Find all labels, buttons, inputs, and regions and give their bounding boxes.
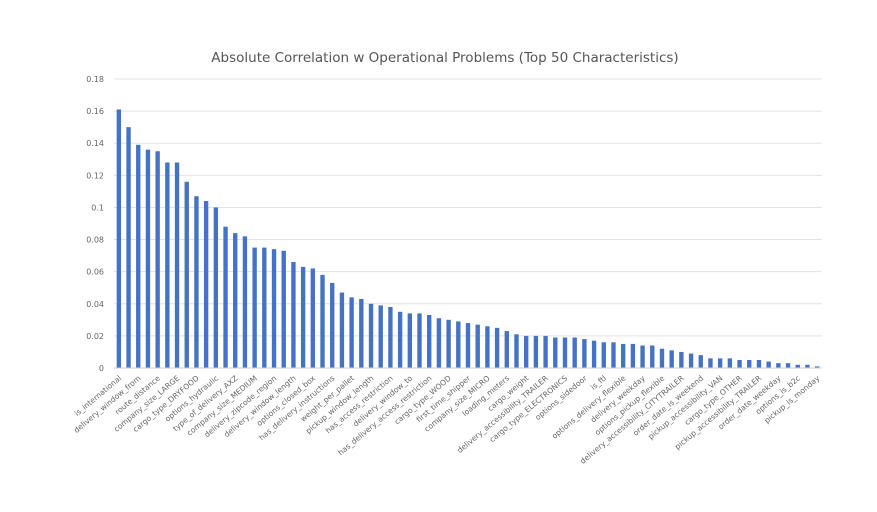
y-tick-label: 0.16 — [86, 107, 104, 116]
bar — [126, 127, 131, 369]
bar — [427, 315, 432, 368]
bar — [795, 364, 800, 368]
bar — [562, 337, 568, 368]
bar — [717, 358, 723, 368]
bar — [213, 207, 219, 368]
bar — [698, 355, 703, 368]
bar — [330, 282, 335, 368]
bar — [805, 364, 810, 368]
bar — [136, 144, 141, 368]
bar — [310, 268, 316, 368]
bar — [359, 298, 364, 368]
bar — [165, 162, 170, 368]
bar — [727, 358, 733, 368]
bar — [582, 339, 587, 368]
bar — [300, 266, 306, 368]
bar — [397, 311, 403, 368]
y-tick-label: 0 — [99, 364, 104, 373]
bar — [436, 318, 442, 368]
bar — [223, 226, 228, 368]
y-tick-label: 0.08 — [86, 236, 104, 245]
bar — [785, 363, 791, 368]
bar — [669, 350, 674, 368]
bar — [174, 162, 180, 368]
bar — [446, 319, 451, 368]
bar — [242, 236, 248, 368]
bar — [368, 303, 374, 368]
bar — [756, 359, 762, 368]
bar — [155, 151, 160, 368]
bar — [620, 343, 626, 368]
bar — [504, 331, 509, 368]
bar — [465, 323, 471, 368]
bar — [320, 274, 325, 368]
bar — [659, 348, 665, 368]
bar — [747, 359, 752, 368]
bar — [281, 250, 286, 368]
bar — [650, 345, 655, 368]
bar — [611, 342, 616, 368]
y-tick-label: 0.04 — [86, 300, 104, 309]
bar — [378, 305, 383, 368]
bar — [708, 358, 713, 368]
bar — [766, 361, 771, 368]
bar — [194, 196, 199, 368]
chart-title: Absolute Correlation w Operational Probl… — [211, 50, 678, 66]
bar — [533, 335, 539, 368]
y-tick-label: 0.02 — [86, 332, 104, 341]
y-tick-label: 0.1 — [91, 203, 104, 212]
bar — [514, 334, 519, 368]
bar — [553, 337, 558, 368]
y-axis-tick-labels: 0 0.02 0.04 0.06 0.08 0.1 0.12 0.14 0.16 0.18 — [86, 75, 104, 373]
bar — [737, 359, 742, 368]
bar — [640, 345, 645, 368]
bar — [233, 233, 238, 368]
bar — [349, 297, 354, 368]
bar — [572, 337, 577, 368]
bar — [339, 292, 345, 368]
bar — [630, 343, 636, 368]
bar — [407, 313, 412, 368]
bar — [456, 321, 461, 368]
bar — [417, 313, 422, 368]
bar — [543, 335, 548, 368]
y-tick-label: 0.12 — [86, 171, 104, 180]
bar — [116, 109, 122, 368]
bar — [252, 247, 257, 368]
y-tick-label: 0.14 — [86, 139, 104, 148]
bar — [184, 181, 189, 368]
bar — [203, 201, 209, 368]
bar — [814, 366, 820, 368]
bar — [388, 306, 393, 368]
gridlines — [114, 78, 822, 337]
bar — [145, 149, 151, 368]
bar — [679, 351, 684, 368]
bar — [262, 247, 267, 368]
bar — [688, 353, 694, 368]
bar — [485, 326, 490, 368]
bar — [601, 342, 606, 368]
bar — [591, 340, 597, 368]
y-tick-label: 0.18 — [86, 75, 104, 84]
bar — [271, 249, 277, 368]
bars — [116, 109, 820, 369]
x-axis-tick-labels: is_internationaldelivery_window_fromrout… — [72, 373, 822, 466]
bar — [776, 363, 781, 368]
bar — [494, 327, 500, 368]
y-tick-label: 0.06 — [86, 268, 104, 277]
bar — [524, 335, 529, 368]
bar — [291, 262, 296, 368]
bar — [475, 324, 480, 368]
